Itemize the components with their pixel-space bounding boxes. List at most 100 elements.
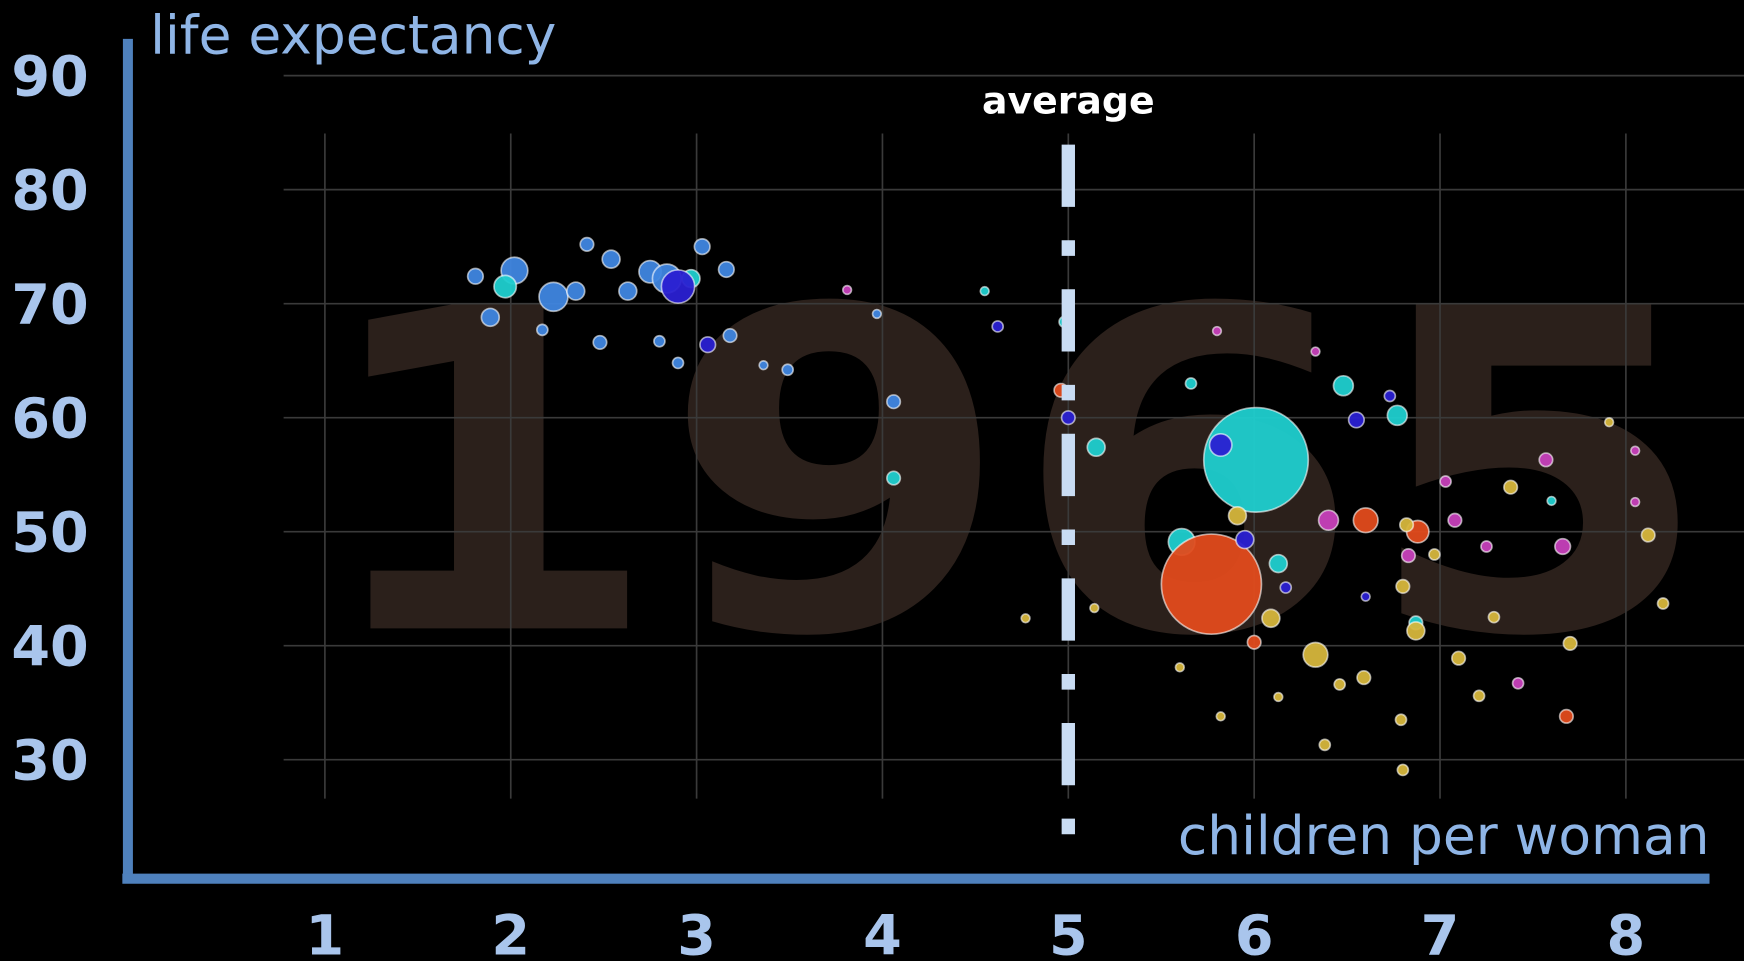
bubble bbox=[1227, 505, 1248, 526]
bubble bbox=[886, 470, 902, 486]
y-axis-label: life expectancy bbox=[150, 3, 556, 66]
y-tick-label: 50 bbox=[11, 501, 88, 566]
bubble bbox=[1356, 670, 1372, 686]
bubble bbox=[1383, 389, 1397, 403]
bubble bbox=[1447, 512, 1463, 528]
bubble bbox=[1538, 452, 1554, 468]
x-tick-label: 3 bbox=[677, 903, 716, 961]
x-axis-label: children per woman bbox=[1178, 804, 1710, 867]
x-tick-label: 5 bbox=[1049, 903, 1088, 961]
bubble bbox=[841, 284, 853, 296]
bubble bbox=[653, 334, 666, 348]
bubble bbox=[758, 360, 769, 371]
y-tick-label: 90 bbox=[11, 45, 88, 110]
bubble bbox=[1554, 537, 1572, 556]
bubble bbox=[1215, 711, 1226, 722]
bubble bbox=[1318, 738, 1332, 752]
bubble bbox=[1629, 445, 1641, 456]
y-tick-label: 70 bbox=[11, 273, 88, 338]
bubble bbox=[1332, 374, 1355, 397]
bubble bbox=[1451, 650, 1467, 666]
bubble bbox=[493, 274, 518, 299]
bubble bbox=[1235, 529, 1255, 550]
bubble bbox=[1317, 509, 1340, 532]
bubble bbox=[1428, 548, 1441, 561]
bubble bbox=[1060, 410, 1076, 426]
x-tick-label: 6 bbox=[1235, 903, 1274, 961]
bubble bbox=[1562, 635, 1578, 651]
x-tick-label: 4 bbox=[863, 903, 902, 961]
x-tick-label: 1 bbox=[306, 903, 345, 961]
bubble bbox=[660, 269, 696, 305]
bubble bbox=[1211, 325, 1223, 337]
bubble bbox=[618, 281, 638, 301]
bubble bbox=[693, 238, 711, 256]
bubble bbox=[1656, 597, 1670, 610]
bubble bbox=[1160, 533, 1263, 635]
bubble bbox=[671, 356, 685, 370]
bubble bbox=[1629, 496, 1641, 508]
bubble bbox=[1603, 417, 1615, 428]
bubble bbox=[699, 336, 717, 354]
bubble bbox=[886, 394, 902, 410]
bubble bbox=[1439, 475, 1452, 488]
bubble bbox=[466, 267, 485, 285]
bubble bbox=[1086, 437, 1106, 458]
ticks: 1 2 3 4 5 6 7 8 30 40 50 60 70 80 90 bbox=[11, 45, 1645, 961]
y-tick-label: 30 bbox=[11, 729, 88, 794]
bubbles bbox=[466, 236, 1670, 777]
y-tick-label: 40 bbox=[11, 615, 88, 680]
bubble bbox=[1546, 495, 1557, 507]
bubble bbox=[1208, 433, 1233, 458]
bubble bbox=[1202, 406, 1310, 513]
bubble bbox=[1184, 377, 1198, 390]
bubble bbox=[1394, 713, 1408, 727]
bubble bbox=[592, 334, 608, 350]
bubble bbox=[991, 320, 1005, 333]
bubble bbox=[1396, 763, 1410, 777]
bubble bbox=[1174, 662, 1186, 673]
bubble bbox=[1246, 634, 1262, 650]
bubble bbox=[1089, 602, 1100, 614]
bubble bbox=[1261, 608, 1281, 629]
bubble bbox=[1310, 346, 1321, 357]
bubble bbox=[979, 285, 990, 297]
bubble bbox=[1503, 479, 1519, 495]
bubble bbox=[1406, 621, 1426, 641]
x-tick-label: 2 bbox=[491, 903, 530, 961]
bubble bbox=[1487, 610, 1501, 624]
bubble bbox=[1386, 404, 1409, 427]
y-tick-label: 60 bbox=[11, 387, 88, 452]
bubble bbox=[1333, 678, 1347, 691]
bubble bbox=[1472, 689, 1486, 703]
x-tick-label: 7 bbox=[1421, 903, 1460, 961]
bubble bbox=[1480, 540, 1493, 553]
bubble bbox=[1273, 691, 1284, 703]
bubble bbox=[781, 363, 795, 377]
bubble bbox=[601, 249, 621, 269]
bubble bbox=[722, 327, 738, 344]
bubble bbox=[1020, 613, 1031, 624]
bubble bbox=[1640, 527, 1656, 543]
bubble bbox=[1347, 411, 1366, 429]
bubble bbox=[566, 281, 586, 301]
bubble bbox=[535, 323, 549, 337]
bubble bbox=[717, 260, 735, 279]
bubble bbox=[579, 236, 595, 252]
bubble bbox=[1558, 708, 1574, 724]
bubble bbox=[1511, 676, 1525, 690]
bubble bbox=[1352, 507, 1379, 534]
x-tick-label: 8 bbox=[1607, 903, 1646, 961]
bubble bbox=[1398, 517, 1415, 533]
bubble bbox=[1268, 553, 1289, 574]
bubble bbox=[480, 307, 501, 328]
y-tick-label: 80 bbox=[11, 159, 88, 224]
average-label: average bbox=[982, 78, 1155, 122]
bubble bbox=[1395, 578, 1411, 594]
bubble bbox=[871, 308, 883, 320]
bubble bbox=[538, 281, 569, 313]
bubble bbox=[1302, 641, 1329, 668]
